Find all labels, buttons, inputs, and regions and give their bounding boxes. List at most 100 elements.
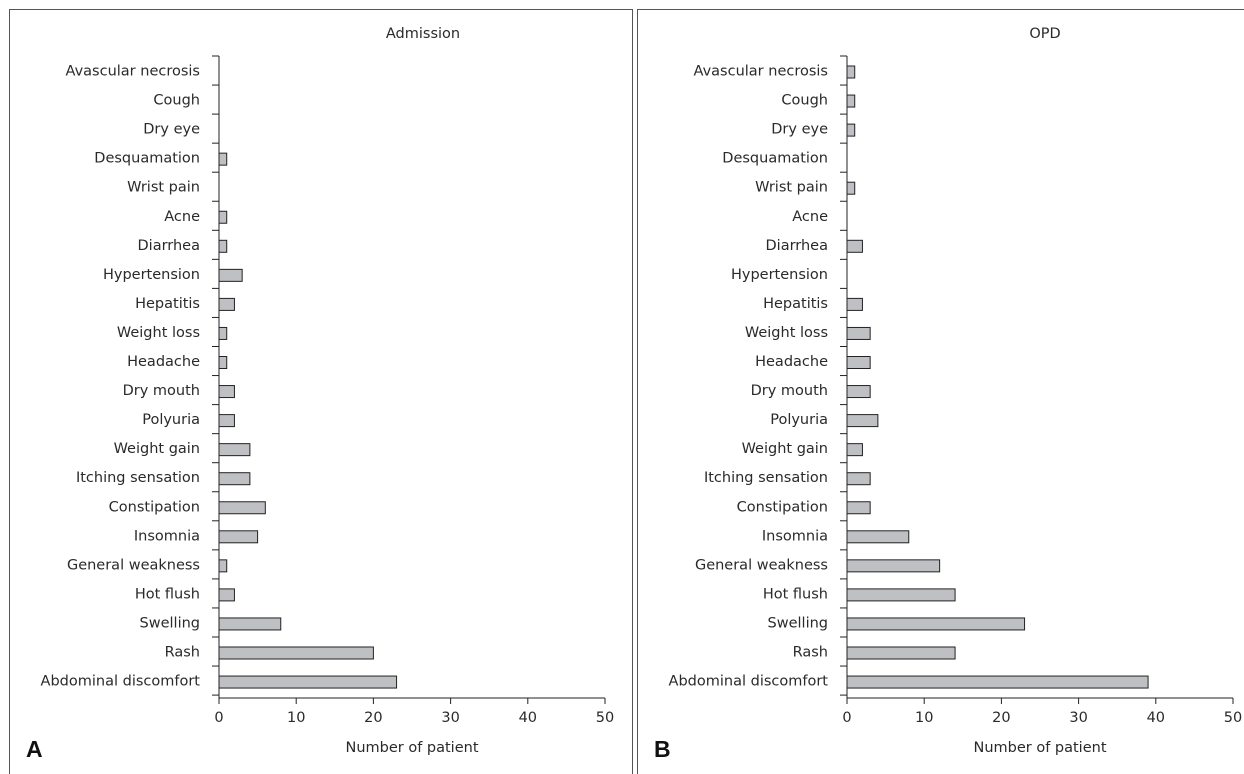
bar-dry-mouth [218,385,235,399]
bar-acne [218,210,228,224]
bar-headache [218,356,228,369]
x-tick-label: 50 [1224,710,1242,726]
category-label: Hot flush [135,586,200,602]
category-label: Abdominal discomfort [669,674,829,690]
bar-itching-sensation [846,472,871,486]
category-label: Dry mouth [123,383,200,399]
category-label: Diarrhea [766,238,829,254]
category-label: Dry eye [771,122,828,138]
category-label: Dry eye [143,122,200,138]
bar-wrist-pain [846,181,856,195]
x-tick-label: 30 [441,710,459,726]
category-label: Abdominal discomfort [41,674,201,690]
bar-polyuria [218,414,235,428]
x-axis-label: Number of patient [345,740,478,756]
panel-letter: A [26,736,43,762]
bar-hot-flush [846,588,956,602]
chart-title: OPD [1029,26,1060,42]
category-label: Wrist pain [127,180,200,196]
category-label: Rash [793,645,828,661]
x-tick-label: 0 [842,710,851,726]
category-label: Acne [792,209,828,225]
bar-hypertension [218,268,243,282]
category-label: Itching sensation [704,470,828,486]
category-label: Wrist pain [755,180,828,196]
category-label: Headache [755,354,828,370]
category-label: Insomnia [762,528,828,544]
category-label: Swelling [768,615,828,631]
panel-letter: B [654,736,671,762]
bar-constipation [218,501,266,515]
bar-cough [846,94,856,108]
bar-constipation [846,501,871,515]
category-label: General weakness [695,557,828,573]
bar-hepatitis [218,297,235,311]
category-label: Cough [153,93,200,109]
bar-rash [218,646,374,660]
chart-admission: Admission Avascular necrosis Cough Dry eye D… [26,26,614,762]
category-label: Polyuria [770,412,828,428]
x-tick-label: 10 [915,710,933,726]
category-label: Desquamation [722,151,828,167]
bar-weight-gain [846,443,863,457]
category-label: Swelling [140,615,200,631]
x-tick-label: 0 [214,710,223,726]
category-label: Insomnia [134,528,200,544]
category-label: Desquamation [94,151,200,167]
chart-title: Admission [386,26,460,42]
category-label: Hepatitis [763,296,828,312]
bar-itching-sensation [218,472,251,486]
category-label: Weight loss [745,325,828,341]
bar-general-weakness [218,559,228,573]
x-tick-label: 20 [992,710,1010,726]
bar-diarrhea [846,239,863,253]
category-label: Hypertension [731,267,828,283]
bar-swelling [846,617,1026,631]
bar-polyuria [846,414,879,428]
bar-dry-mouth [846,385,871,399]
category-label: Avascular necrosis [694,64,828,80]
category-label: Polyuria [142,412,200,428]
category-label: Rash [165,645,200,661]
bar-weight-loss [218,326,228,340]
bar-weight-gain [218,443,251,457]
bar-abdominal-discomfort [218,675,398,689]
x-tick-label: 30 [1069,710,1087,726]
category-label: Diarrhea [138,238,201,254]
category-label: Headache [127,354,200,370]
category-label: Itching sensation [76,470,200,486]
x-tick-label: 50 [596,710,614,726]
bar-abdominal-discomfort [846,675,1149,689]
x-tick-label: 10 [287,710,305,726]
category-label: Weight gain [742,441,828,457]
bar-desquamation [218,152,228,166]
chart-opd: OPD Avascular necrosis Cough Dry eye Desquam… [654,26,1242,762]
category-label: Constipation [737,499,828,515]
x-tick-label: 40 [519,710,537,726]
category-label: Dry mouth [751,383,828,399]
bar-insomnia [846,530,910,544]
bar-rash [846,646,956,660]
x-tick-label: 40 [1147,710,1165,726]
bar-insomnia [218,530,259,544]
bar-hepatitis [846,297,863,311]
bar-hot-flush [218,588,235,602]
x-tick-label: 20 [364,710,382,726]
category-label: Avascular necrosis [66,64,200,80]
bar-weight-loss [846,326,871,340]
bar-swelling [218,617,282,631]
category-label: Acne [164,209,200,225]
bar-headache [846,356,871,369]
category-label: Hypertension [103,267,200,283]
category-label: General weakness [67,557,200,573]
category-label: Cough [781,93,828,109]
category-label: Hot flush [763,586,828,602]
category-label: Constipation [109,499,200,515]
bar-general-weakness [846,559,941,573]
category-label: Weight gain [114,441,200,457]
bar-diarrhea [218,239,228,253]
bar-avascular-necrosis [846,65,856,79]
bar-dry-eye [846,123,856,137]
category-label: Weight loss [117,325,200,341]
